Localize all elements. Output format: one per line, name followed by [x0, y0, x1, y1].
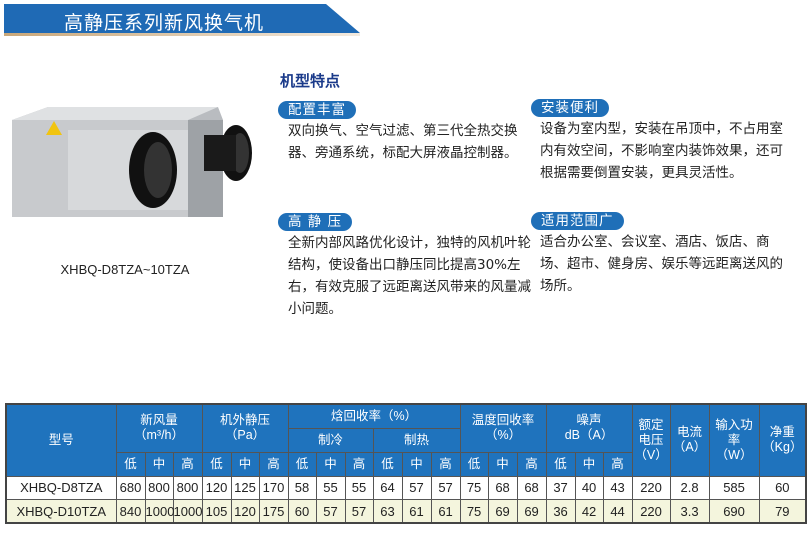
value-cell: 105 [201, 499, 232, 524]
value-cell: 69 [487, 499, 518, 524]
value-cell: 75 [459, 475, 489, 500]
value-cell: 68 [487, 475, 518, 500]
value-cell: 55 [344, 475, 374, 500]
value-cell: 3.3 [669, 499, 710, 524]
value-cell: 57 [344, 499, 374, 524]
product-caption: XHBQ-D8TZA~10TZA [60, 262, 190, 277]
header-level: 中 [144, 451, 174, 477]
feature-badge: 高 静 压 [278, 213, 353, 231]
feature-text: 适合办公室、会议室、酒店、饭店、商场、超市、健身房、娱乐等远距离送风的场所。 [540, 234, 783, 294]
value-cell: 680 [115, 475, 146, 500]
header-level: 高 [258, 451, 289, 477]
header-level: 低 [115, 451, 146, 477]
header-level: 高 [602, 451, 633, 477]
header-noise: 噪声 dB（A） [545, 403, 633, 453]
value-cell: 60 [758, 475, 807, 500]
header-level: 低 [372, 451, 403, 477]
value-cell: 1000 [172, 499, 203, 524]
value-cell: 42 [574, 499, 604, 524]
header-level: 中 [315, 451, 346, 477]
feature-badge: 安装便利 [531, 99, 609, 117]
value-cell: 175 [258, 499, 289, 524]
header-level: 低 [201, 451, 232, 477]
header-level: 高 [516, 451, 547, 477]
model-cell: XHBQ-D10TZA [5, 499, 117, 524]
value-cell: 58 [287, 475, 317, 500]
header-level: 中 [230, 451, 260, 477]
value-cell: 43 [602, 475, 633, 500]
value-cell: 40 [574, 475, 604, 500]
spec-table: 型号 新风量 （m³/h） 机外静压 （Pa） 焓回收率（%） 温度回收率 （%） 噪… [5, 403, 808, 524]
page-title: 高静压系列新风换气机 [64, 12, 265, 34]
value-cell: 37 [545, 475, 576, 500]
value-cell: 220 [631, 499, 671, 524]
value-cell: 64 [372, 475, 403, 500]
value-cell: 840 [115, 499, 146, 524]
value-cell: 61 [430, 499, 461, 524]
value-cell: 68 [516, 475, 547, 500]
header-power: 输入功率 （W） [708, 403, 760, 477]
product-image [8, 85, 258, 239]
header-level: 低 [459, 451, 489, 477]
value-cell: 1000 [144, 499, 174, 524]
value-cell: 61 [401, 499, 432, 524]
header-level: 中 [401, 451, 432, 477]
value-cell: 57 [401, 475, 432, 500]
value-cell: 75 [459, 499, 489, 524]
header-level: 中 [574, 451, 604, 477]
header-airflow: 新风量 （m³/h） [115, 403, 203, 453]
value-cell: 220 [631, 475, 671, 500]
value-cell: 585 [708, 475, 760, 500]
table-row: XHBQ-D10TZA 840 1000 1000 105 120 175 60 57 57 63 6… [5, 499, 807, 524]
header-model: 型号 [5, 403, 117, 477]
header-voltage: 额定电压 （V） [631, 403, 671, 477]
value-cell: 2.8 [669, 475, 710, 500]
value-cell: 57 [315, 499, 346, 524]
header-level: 低 [287, 451, 317, 477]
value-cell: 36 [545, 499, 576, 524]
feature-text: 双向换气、空气过滤、第三代全热交换器、旁通系统，标配大屏液晶控制器。 [288, 123, 518, 161]
table-row: XHBQ-D8TZA 680 800 800 120 125 170 58 55 55 64 57 57… [5, 475, 807, 500]
header-level: 中 [487, 451, 518, 477]
header-pressure: 机外静压 （Pa） [201, 403, 289, 453]
value-cell: 800 [172, 475, 203, 500]
feature-text: 全新内部风路优化设计，独特的风机叶轮结构，使设备出口静压同比提高30%左右，有效… [288, 235, 531, 317]
value-cell: 79 [758, 499, 807, 524]
value-cell: 170 [258, 475, 289, 500]
value-cell: 69 [516, 499, 547, 524]
features-title: 机型特点 [280, 72, 341, 90]
header-current: 电流 （A） [669, 403, 710, 477]
header-temp: 温度回收率 （%） [459, 403, 547, 453]
value-cell: 125 [230, 475, 260, 500]
header-level: 高 [344, 451, 374, 477]
header-level: 低 [545, 451, 576, 477]
value-cell: 60 [287, 499, 317, 524]
value-cell: 690 [708, 499, 760, 524]
header-enthalpy: 焓回收率（%） [287, 403, 461, 429]
feature-badge: 配置丰富 [278, 101, 356, 119]
value-cell: 63 [372, 499, 403, 524]
feature-badge: 适用范围广 [531, 212, 624, 230]
feature-text: 设备为室内型，安装在吊顶中，不占用室内有效空间，不影响室内装饰效果，还可根据需要… [540, 121, 783, 181]
header-weight: 净重 （Kg） [758, 403, 807, 477]
value-cell: 44 [602, 499, 633, 524]
value-cell: 120 [201, 475, 232, 500]
value-cell: 800 [144, 475, 174, 500]
title-banner: 高静压系列新风换气机 [4, 4, 360, 36]
value-cell: 120 [230, 499, 260, 524]
header-heating: 制热 [372, 427, 461, 453]
value-cell: 57 [430, 475, 461, 500]
model-cell: XHBQ-D8TZA [5, 475, 117, 500]
value-cell: 55 [315, 475, 346, 500]
header-cooling: 制冷 [287, 427, 374, 453]
header-level: 高 [430, 451, 461, 477]
banner-shape [4, 4, 360, 36]
header-level: 高 [172, 451, 203, 477]
